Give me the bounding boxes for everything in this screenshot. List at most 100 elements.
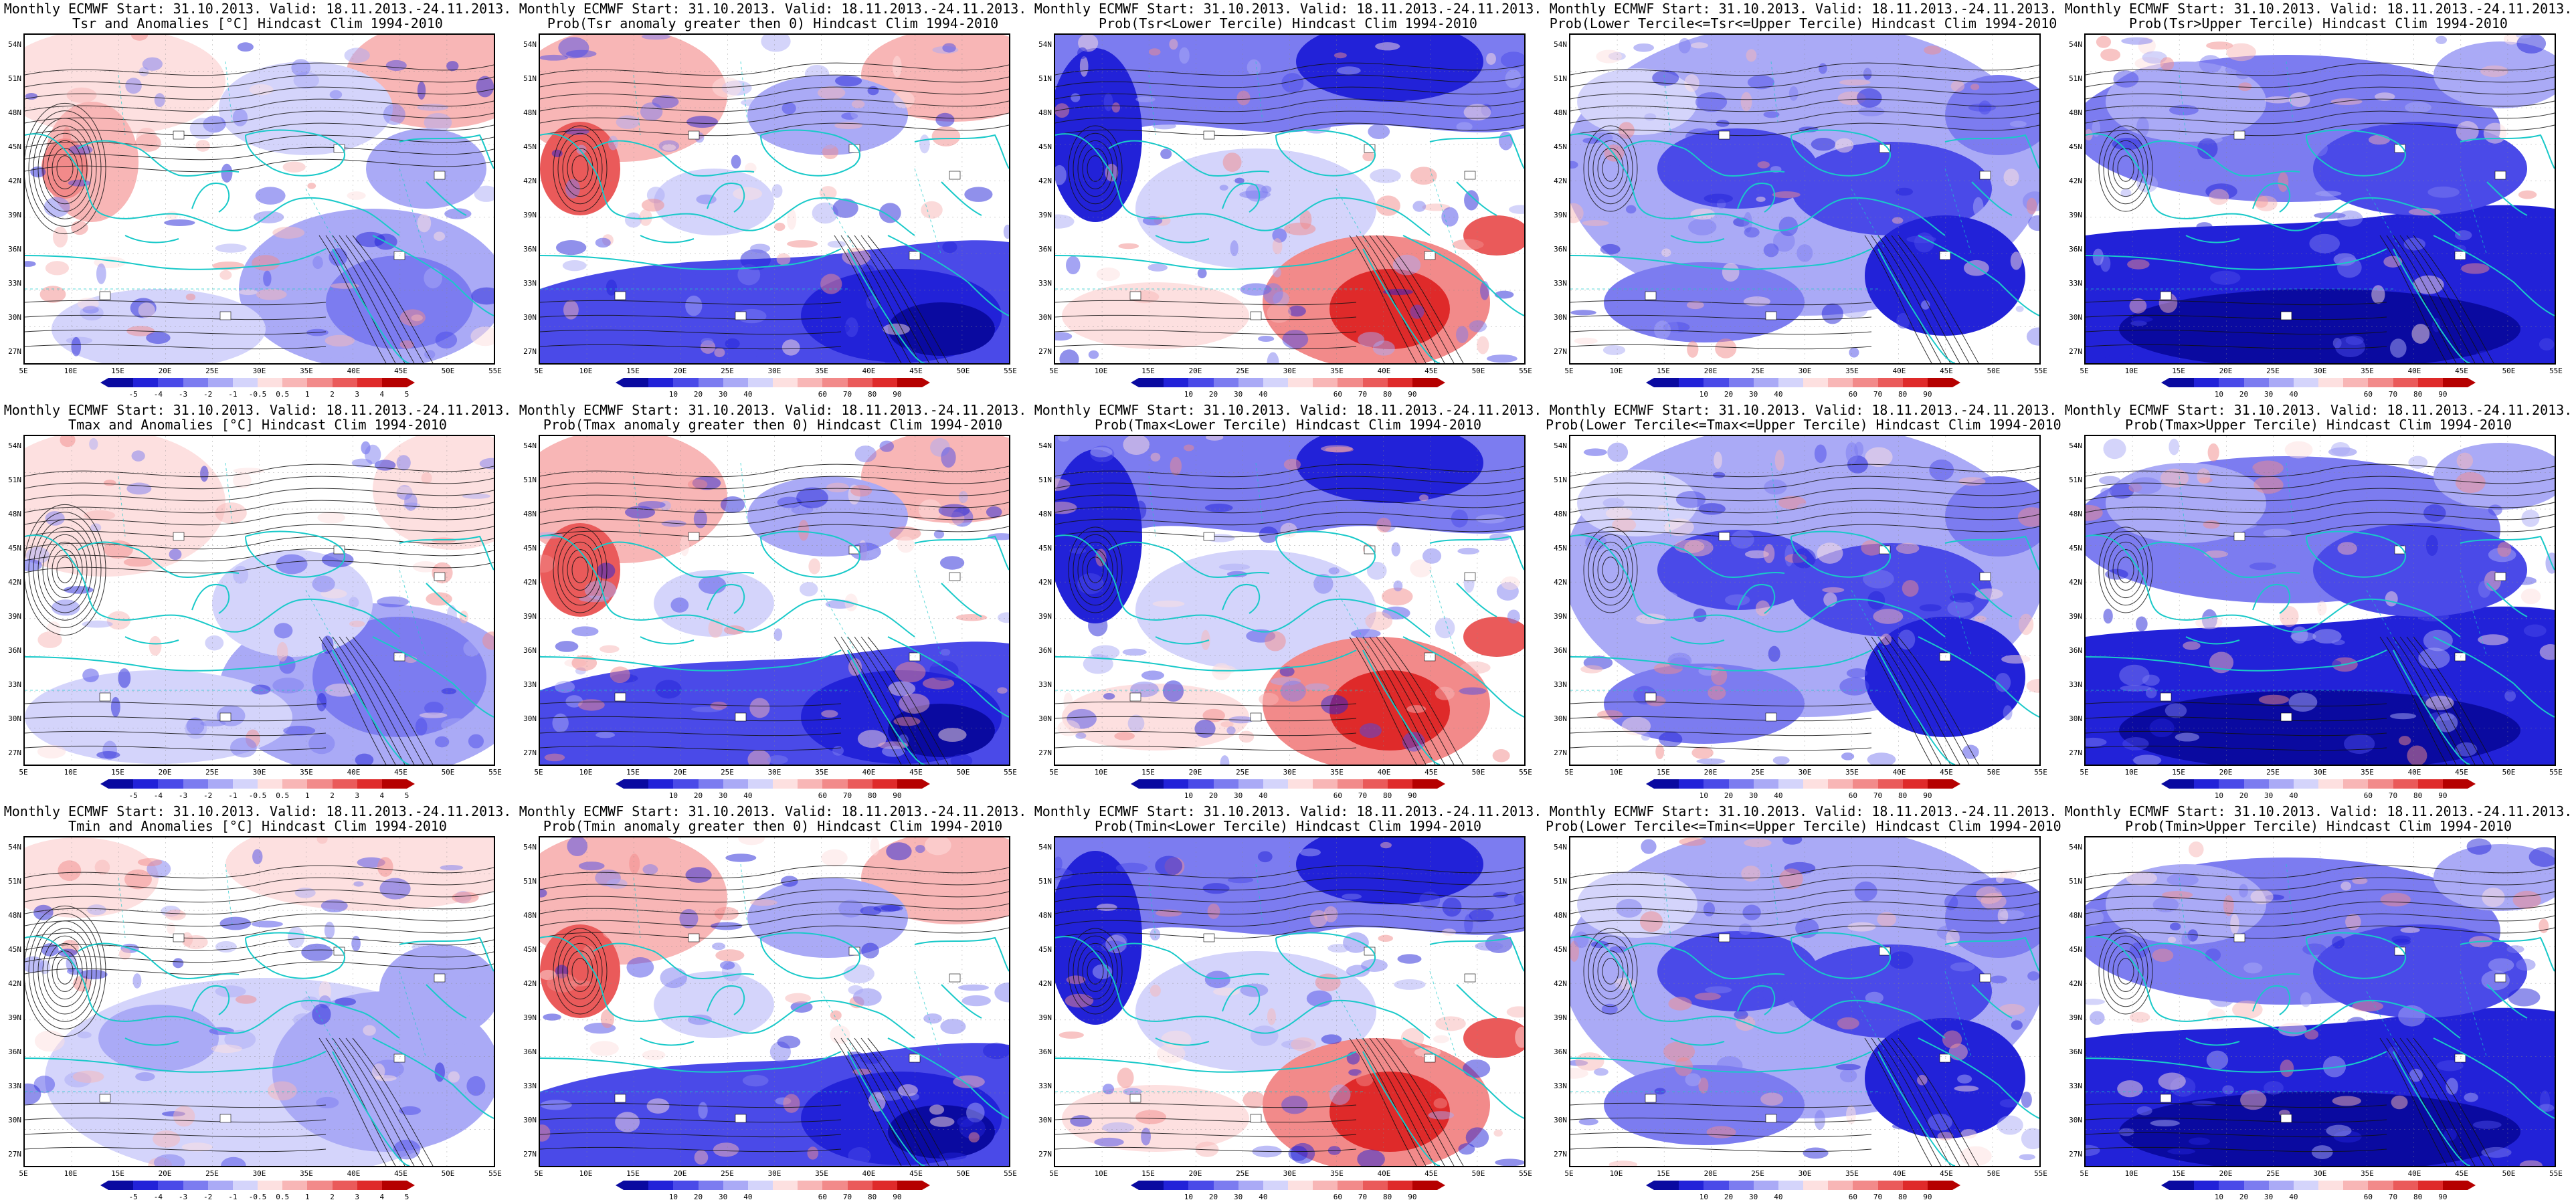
longitude-label: 20E [2219,367,2233,375]
colorbar-segment [282,1181,308,1190]
colorbar-segment [648,1181,674,1190]
colorbar-segment [1213,378,1239,387]
colorbar-min-arrow [2161,779,2169,789]
colorbar-min-arrow [100,779,108,789]
colorbar-segment [2194,779,2219,789]
probability-colorbar [1646,378,1960,387]
colorbar-max-arrow [1437,1181,1445,1190]
colorbar-tick-label: 80 [2413,390,2423,399]
colorbar-tick-label: 30 [2264,1193,2274,1201]
panel-title-line2: Prob(Tmin>Upper Tercile) Hindcast Clim 1… [2125,818,2512,834]
colorbar-segment [2368,378,2393,387]
latitude-label: 27N [1038,1150,1052,1159]
colorbar-segment [773,779,798,789]
latitude-label: 42N [1554,177,1567,185]
longitude-label: 50E [2502,768,2516,777]
latitude-label: 45N [1554,142,1567,151]
colorbar-segment [2393,1181,2419,1190]
colorbar-tick-label: 40 [2289,1193,2298,1201]
colorbar-tick-label: 20 [1724,390,1734,399]
colorbar-tick-label: -3 [178,390,188,399]
forecast-map [1054,836,1526,1167]
latitude-label: 39N [523,612,537,621]
field-map-svg [2086,436,2555,765]
panel-tmax-5: Monthly ECMWF Start: 31.10.2013. Valid: … [2061,401,2576,803]
colorbar-segment [1139,378,1164,387]
colorbar-tick-label: 90 [1923,791,1932,800]
colorbar-tick-label: 80 [1383,791,1392,800]
longitude-label: 40E [2407,1169,2421,1178]
colorbar-segment [723,378,749,387]
colorbar-segment [2194,1181,2219,1190]
longitude-label: 55E [1004,367,1017,375]
colorbar-segment [2293,1181,2319,1190]
longitude-label: 15E [111,1169,124,1178]
anomaly-colorbar [100,1181,415,1190]
longitude-label: 25E [1236,367,1249,375]
latitude-label: 42N [8,979,21,988]
longitude-label: 50E [956,367,970,375]
colorbar-max-arrow [1437,378,1445,387]
colorbar-tick-label: -5 [128,791,138,800]
latitude-label: 45N [2069,544,2082,553]
colorbar-tick-label: 90 [2438,1193,2448,1201]
colorbar-tick-label: -2 [203,1193,213,1201]
colorbar-tick-label: 10 [1699,791,1708,800]
latitude-label: 27N [2069,1150,2082,1159]
colorbar-segment [258,1181,283,1190]
longitude-label: 30E [1798,768,1812,777]
colorbar-segment [847,779,873,789]
latitude-label: 45N [1554,544,1567,553]
field-map-svg [1570,837,2039,1166]
longitude-label: 15E [1657,1169,1670,1178]
colorbar-segment [2268,1181,2294,1190]
longitude-label: 5E [1564,1169,1574,1178]
colorbar-segment [1387,1181,1413,1190]
colorbar-tick-label: 70 [842,1193,852,1201]
panel-tmin-3: Monthly ECMWF Start: 31.10.2013. Valid: … [1030,803,1546,1204]
colorbar-max-arrow [2468,779,2476,789]
longitude-label: 50E [1987,367,2001,375]
anomaly-colorbar [100,779,415,789]
colorbar-max-arrow [922,1181,930,1190]
latitude-label: 51N [8,476,21,484]
latitude-label: 39N [523,211,537,219]
latitude-label: 30N [1554,714,1567,723]
colorbar-segment [798,779,823,789]
colorbar-tick-label: 2 [330,791,335,800]
latitude-label: 48N [2069,510,2082,518]
latitude-label: 27N [2069,748,2082,757]
longitude-label: 5E [2080,1169,2089,1178]
longitude-label: 10E [579,367,593,375]
colorbar-tick-label: 60 [818,390,827,399]
colorbar-segment [624,378,649,387]
latitude-label: 48N [1554,108,1567,117]
colorbar-tick-label: 90 [1923,1193,1932,1201]
colorbar-tick-label: -1 [228,1193,238,1201]
longitude-label: 45E [394,1169,407,1178]
colorbar-tick-label: 30 [1749,791,1758,800]
longitude-label: 25E [2266,768,2280,777]
latitude-label: 45N [523,142,537,151]
panel-title-line1: Monthly ECMWF Start: 31.10.2013. Valid: … [3,1,512,17]
panel-title-line1: Monthly ECMWF Start: 31.10.2013. Valid: … [2064,803,2573,819]
longitude-label: 10E [1609,367,1623,375]
colorbar-segment [1188,378,1214,387]
colorbar-segment [1753,378,1779,387]
colorbar-segment [798,1181,823,1190]
latitude-label: 33N [2069,680,2082,689]
longitude-label: 45E [1940,367,1953,375]
colorbar-tick-label: 30 [1749,1193,1758,1201]
latitude-label: 36N [8,646,21,655]
colorbar-segment [1853,779,1878,789]
longitude-label: 15E [1141,367,1155,375]
colorbar-tick-label: -1 [228,390,238,399]
colorbar-segment [2243,1181,2270,1190]
colorbar-segment [1902,378,1928,387]
longitude-label: 50E [441,768,455,777]
latitude-label: 48N [523,911,537,920]
colorbar-tick-label: 20 [693,390,703,399]
latitude-label: 51N [1038,877,1052,886]
colorbar-segment [183,1181,209,1190]
